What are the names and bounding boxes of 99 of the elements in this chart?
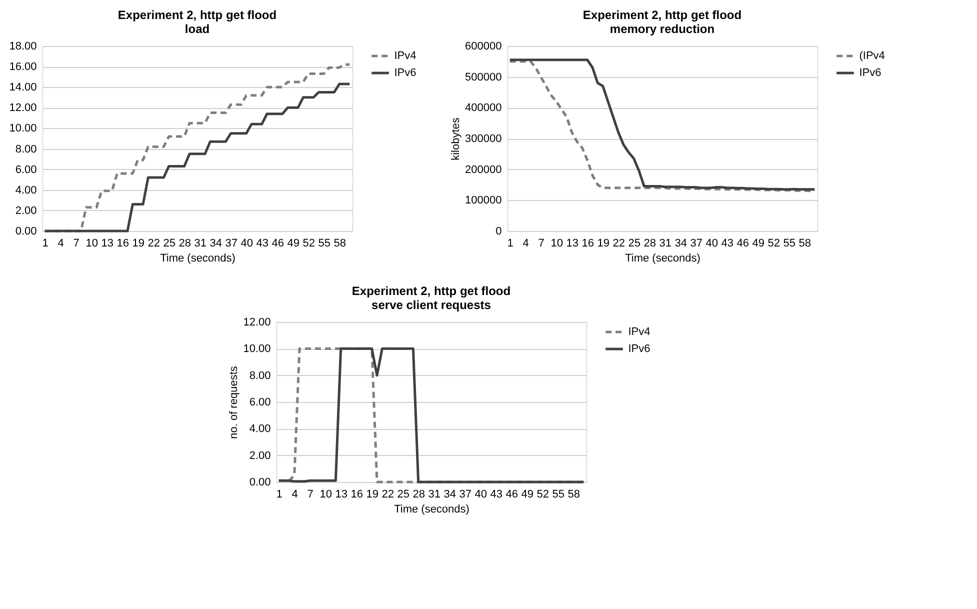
x-tick-label: 43 bbox=[256, 238, 268, 250]
y-axis-title: kilobytes bbox=[450, 117, 462, 160]
x-tick-label: 10 bbox=[86, 238, 98, 250]
chart-title: Experiment 2, http get flood memory reduction bbox=[582, 8, 742, 36]
x-tick-label: 1 bbox=[276, 488, 282, 500]
legend-label: IPv4 bbox=[628, 326, 650, 338]
y-tick-label: 4.00 bbox=[249, 423, 271, 436]
legend-label: IPv6 bbox=[628, 343, 650, 355]
x-tick-label: 7 bbox=[73, 238, 80, 250]
x-tick-label: 13 bbox=[101, 238, 114, 250]
chart-title: Experiment 2, http get flood serve client requests bbox=[352, 284, 511, 312]
x-axis-title: Time (seconds) bbox=[625, 252, 700, 264]
x-tick-label: 4 bbox=[522, 238, 529, 250]
y-tick-label: 0 bbox=[496, 226, 502, 238]
y-tick-label: 100000 bbox=[465, 194, 502, 207]
x-tick-label: 4 bbox=[58, 238, 64, 250]
x-tick-label: 55 bbox=[783, 238, 796, 250]
x-tick-label: 58 bbox=[334, 238, 346, 250]
y-tick-label: 12.00 bbox=[9, 102, 37, 114]
y-tick-label: 12.00 bbox=[243, 316, 271, 328]
x-tick-label: 13 bbox=[335, 488, 348, 500]
x-tick-label: 10 bbox=[320, 488, 332, 500]
x-tick-label: 43 bbox=[721, 238, 734, 250]
x-tick-label: 31 bbox=[659, 238, 672, 250]
y-tick-label: 6.00 bbox=[15, 164, 37, 176]
y-tick-label: 8.00 bbox=[15, 143, 37, 156]
x-tick-label: 49 bbox=[752, 238, 764, 250]
x-tick-label: 55 bbox=[552, 488, 564, 500]
y-tick-label: 10.00 bbox=[243, 343, 271, 356]
legend-label: (IPv4 bbox=[859, 50, 885, 62]
x-tick-label: 25 bbox=[628, 238, 640, 250]
y-tick-label: 400000 bbox=[465, 102, 502, 114]
y-tick-label: 0.00 bbox=[15, 226, 37, 238]
x-tick-label: 1 bbox=[507, 238, 514, 250]
x-tick-label: 22 bbox=[148, 238, 160, 250]
x-tick-label: 55 bbox=[318, 238, 330, 250]
x-tick-label: 43 bbox=[490, 488, 502, 500]
x-tick-label: 7 bbox=[307, 488, 314, 500]
x-tick-label: 58 bbox=[568, 488, 580, 500]
x-tick-label: 19 bbox=[366, 488, 378, 500]
y-tick-label: 2.00 bbox=[15, 204, 37, 217]
x-tick-label: 58 bbox=[798, 238, 811, 250]
x-tick-label: 40 bbox=[474, 488, 487, 500]
x-tick-label: 25 bbox=[397, 488, 410, 500]
x-tick-label: 46 bbox=[506, 488, 518, 500]
y-axis-title: no. of requests bbox=[228, 366, 240, 439]
x-tick-label: 52 bbox=[302, 238, 315, 250]
x-tick-label: 22 bbox=[612, 238, 625, 250]
x-tick-label: 34 bbox=[674, 238, 687, 250]
x-axis-title: Time (seconds) bbox=[394, 504, 470, 516]
x-tick-label: 49 bbox=[287, 238, 300, 250]
x-tick-label: 10 bbox=[550, 238, 563, 250]
x-tick-label: 37 bbox=[690, 238, 702, 250]
x-tick-label: 13 bbox=[566, 238, 578, 250]
x-tick-label: 37 bbox=[459, 488, 472, 500]
legend-label: IPv4 bbox=[394, 50, 416, 62]
chart-title: Experiment 2, http get flood load bbox=[118, 8, 277, 36]
x-tick-label: 49 bbox=[521, 488, 534, 500]
x-tick-label: 28 bbox=[178, 238, 191, 250]
x-axis-title: Time (seconds) bbox=[160, 252, 236, 264]
y-tick-label: 16.00 bbox=[9, 61, 37, 74]
x-tick-label: 4 bbox=[292, 488, 298, 500]
y-tick-label: 10.00 bbox=[9, 122, 37, 135]
x-tick-label: 52 bbox=[536, 488, 549, 500]
x-tick-label: 19 bbox=[597, 238, 610, 250]
x-tick-label: 46 bbox=[272, 238, 284, 250]
x-tick-label: 37 bbox=[225, 238, 238, 250]
x-tick-label: 16 bbox=[582, 238, 594, 250]
x-tick-label: 40 bbox=[706, 238, 718, 250]
y-tick-label: 4.00 bbox=[15, 184, 37, 196]
x-tick-label: 31 bbox=[194, 238, 206, 250]
y-tick-label: 0.00 bbox=[249, 476, 271, 488]
y-tick-label: 200000 bbox=[465, 164, 502, 176]
x-tick-label: 16 bbox=[116, 238, 129, 250]
line-series bbox=[278, 347, 585, 484]
legend-label: IPv6 bbox=[394, 67, 416, 79]
legend-label: IPv6 bbox=[859, 67, 882, 79]
y-tick-label: 14.00 bbox=[9, 82, 37, 94]
y-tick-label: 2.00 bbox=[249, 450, 271, 462]
x-tick-label: 28 bbox=[644, 238, 656, 250]
x-tick-label: 40 bbox=[240, 238, 253, 250]
x-tick-label: 1 bbox=[42, 238, 48, 250]
x-tick-label: 34 bbox=[210, 238, 222, 250]
x-tick-label: 52 bbox=[768, 238, 780, 250]
y-tick-label: 8.00 bbox=[249, 370, 271, 382]
x-tick-label: 19 bbox=[132, 238, 144, 250]
y-tick-label: 300000 bbox=[465, 133, 502, 145]
y-tick-label: 500000 bbox=[465, 71, 502, 84]
x-tick-label: 34 bbox=[444, 488, 456, 500]
x-tick-label: 25 bbox=[163, 238, 176, 250]
x-tick-label: 22 bbox=[382, 488, 394, 500]
y-tick-label: 18.00 bbox=[9, 40, 37, 52]
x-tick-label: 46 bbox=[736, 238, 749, 250]
x-tick-label: 16 bbox=[350, 488, 363, 500]
x-tick-label: 31 bbox=[428, 488, 440, 500]
y-tick-label: 600000 bbox=[465, 40, 502, 52]
x-tick-label: 7 bbox=[538, 238, 544, 250]
y-tick-label: 6.00 bbox=[249, 396, 271, 408]
x-tick-label: 28 bbox=[412, 488, 425, 500]
